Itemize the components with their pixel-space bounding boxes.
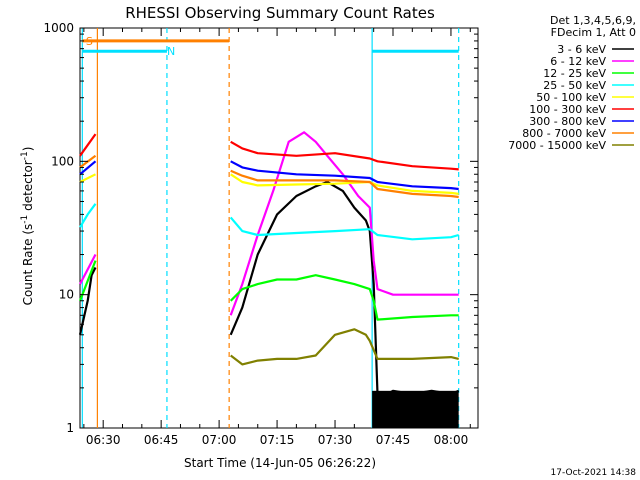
y-label-mid: detector	[21, 160, 35, 215]
legend-entry-label: 50 - 100 keV	[536, 91, 606, 104]
y-label-sup2: -1	[20, 151, 30, 160]
y-label-sup1: -1	[20, 215, 30, 224]
event-label: S	[86, 35, 93, 48]
flag-bars	[82, 39, 459, 53]
chart-title: RHESSI Observing Summary Count Rates	[125, 4, 435, 22]
x-tick-label: 07:00	[202, 433, 237, 447]
legend-entry-label: 800 - 7000 keV	[522, 127, 606, 140]
series-line-800-7000-kev	[79, 154, 459, 199]
legend-header: FDecim 1, Att 0	[551, 26, 636, 39]
y-label-end: )	[21, 147, 35, 152]
legend-header: Det 1,3,4,5,6,9,	[550, 14, 636, 27]
y-axis: 1 10 100 1000	[43, 21, 478, 435]
legend-entry-label: 6 - 12 keV	[550, 55, 606, 68]
legend-entry-label: 25 - 50 keV	[543, 79, 606, 92]
series-line-300-800-kev	[79, 160, 459, 191]
y-tick-label: 100	[51, 154, 74, 168]
event-labels: SN	[86, 35, 175, 58]
legend: Det 1,3,4,5,6,9,FDecim 1, Att 0 3 - 6 keV…	[508, 14, 636, 152]
series-line-12-25-kev	[78, 260, 459, 321]
x-axis: 06:30 06:45 07:00 07:15 07:30 07:45 08:00	[83, 28, 471, 447]
y-tick-label: 1	[66, 421, 74, 435]
x-tick-label: 07:30	[318, 433, 353, 447]
legend-entry-label: 3 - 6 keV	[557, 43, 606, 56]
series-group	[78, 131, 460, 399]
plot-frame	[79, 27, 479, 429]
x-tick-label: 07:45	[376, 433, 411, 447]
y-label-main: Count Rate (s	[21, 224, 35, 306]
y-tick-label: 1000	[43, 21, 74, 35]
footer-timestamp: 17-Oct-2021 14:38	[551, 468, 637, 478]
series-line-50-100-kev	[79, 173, 459, 195]
x-tick-label: 07:15	[260, 433, 295, 447]
x-tick-label: 06:45	[144, 433, 179, 447]
series-line-3-6-kev	[78, 180, 460, 399]
y-tick-label: 10	[59, 288, 74, 302]
filled-block	[372, 390, 459, 428]
x-tick-label: 08:00	[434, 433, 469, 447]
event-label: N	[167, 45, 175, 58]
series-line-7000-15000-kev	[230, 328, 459, 366]
x-tick-label: 06:30	[86, 433, 121, 447]
legend-entry-label: 7000 - 15000 keV	[508, 139, 606, 152]
filled-blocks	[372, 390, 459, 428]
x-axis-label: Start Time (14-Jun-05 06:26:22)	[184, 456, 376, 470]
series-line-6-12-kev	[79, 131, 459, 316]
legend-entry-label: 300 - 800 keV	[529, 115, 606, 128]
series-line-25-50-kev	[79, 203, 460, 241]
legend-entry-label: 12 - 25 keV	[543, 67, 606, 80]
y-axis-label: Count Rate (s-1 detector-1)	[20, 147, 35, 306]
series-line-100-300-kev	[79, 133, 459, 171]
legend-entry-label: 100 - 300 keV	[529, 103, 606, 116]
